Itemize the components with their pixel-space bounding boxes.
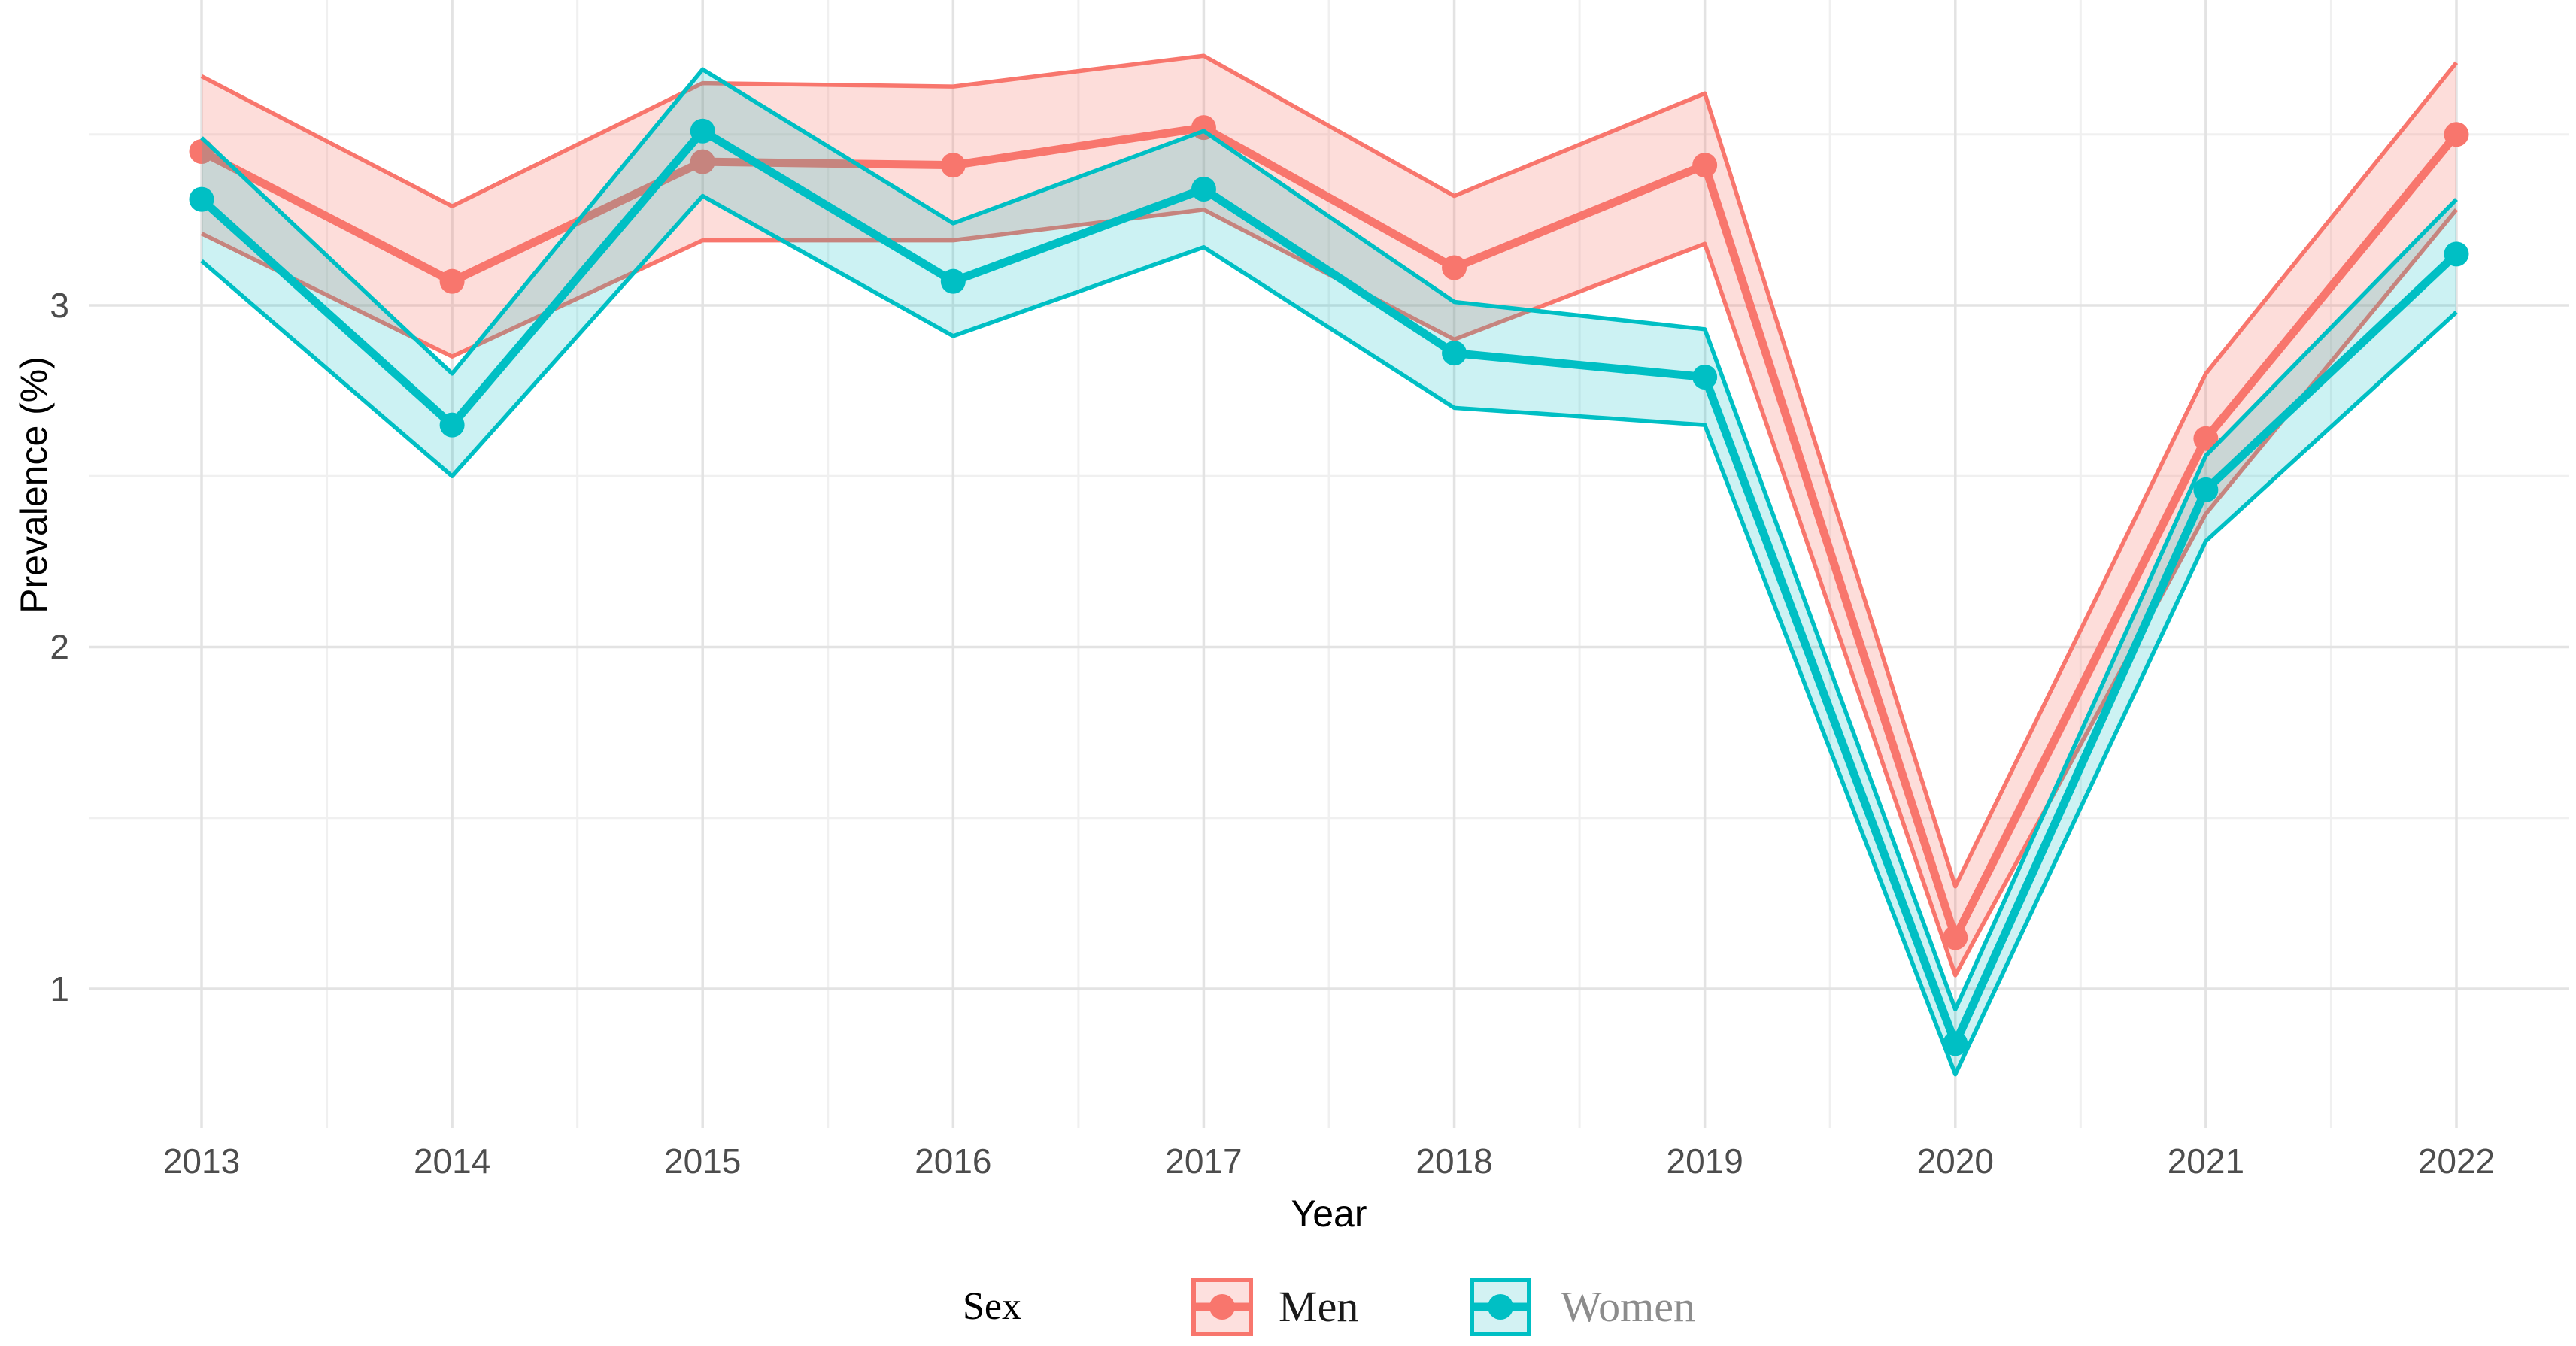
x-axis-title: Year [1291, 1193, 1367, 1235]
legend-title: Sex [963, 1285, 1021, 1328]
prevalence-line-chart: 2013 2014 2015 2016 2017 2018 2019 2020 2021 2022… [50, 0, 2569, 1181]
legend-label-women: Women [1561, 1282, 1695, 1331]
svg-text:2014: 2014 [414, 1141, 490, 1181]
svg-text:3: 3 [50, 286, 69, 325]
legend: Sex Men Women [0, 1271, 2576, 1342]
svg-text:2013: 2013 [163, 1141, 240, 1181]
legend-label-men: Men [1279, 1282, 1359, 1331]
svg-text:2016: 2016 [915, 1141, 991, 1181]
y-axis-title: Prevalence (%) [13, 356, 55, 614]
svg-text:2022: 2022 [2418, 1141, 2495, 1181]
svg-text:2017: 2017 [1165, 1141, 1242, 1181]
svg-text:2019: 2019 [1666, 1141, 1743, 1181]
svg-text:2021: 2021 [2168, 1141, 2244, 1181]
svg-text:2020: 2020 [1917, 1141, 1994, 1181]
legend-key-women-icon [1470, 1278, 1531, 1336]
svg-text:1: 1 [50, 969, 69, 1008]
svg-text:2: 2 [50, 628, 69, 667]
legend-key-men-icon [1191, 1278, 1253, 1336]
svg-text:2015: 2015 [664, 1141, 741, 1181]
svg-text:2018: 2018 [1415, 1141, 1492, 1181]
